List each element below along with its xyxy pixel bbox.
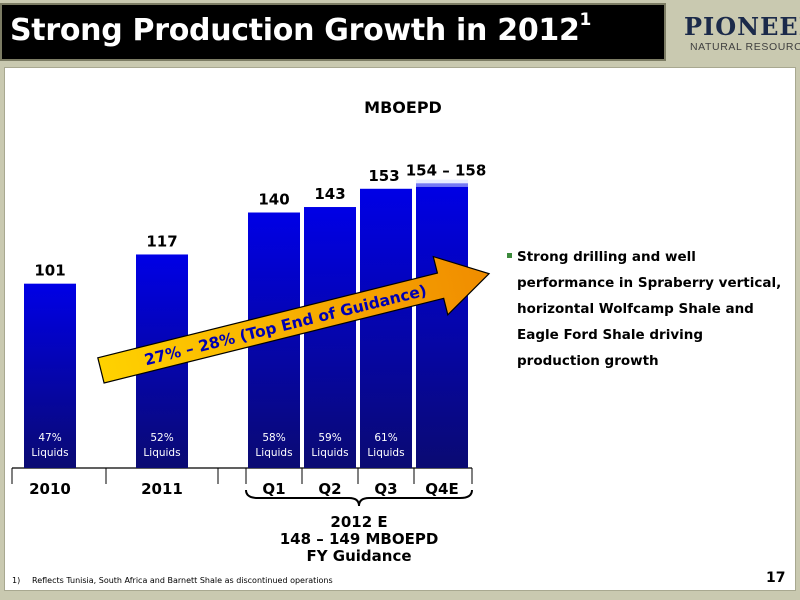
footnote: 1) Reflects Tunisia, South Africa and Bar…: [12, 576, 333, 585]
value-label-q3: 153: [368, 167, 399, 185]
logo-subtitle: NATURAL RESOURCES: [690, 41, 800, 53]
footnote-text: Reflects Tunisia, South Africa and Barne…: [32, 576, 333, 585]
range-band-q4e: [416, 179, 468, 187]
key-point-text: Strong drilling and well performance in …: [517, 249, 782, 369]
key-point: Strong drilling and well performance in …: [507, 244, 782, 374]
page-number: 17: [766, 570, 786, 586]
footnote-number: 1): [12, 576, 21, 585]
category-label-q2: Q2: [318, 480, 341, 498]
chart-title: MBOEPD: [364, 98, 442, 117]
bar-q3: [360, 188, 412, 468]
slide-title: Strong Production Growth in 20121: [10, 10, 592, 48]
category-label-q4e: Q4E: [425, 480, 458, 498]
title-bar: Strong Production Growth in 20121: [0, 3, 666, 61]
guidance-label-line-2: 148 – 149 MBOEPD: [280, 530, 439, 548]
bar-2010: [24, 283, 76, 468]
growth-arrow-shape: [97, 255, 491, 384]
bullet-marker-icon: [507, 253, 512, 258]
guidance-brace: [245, 489, 473, 507]
value-label-q2: 143: [314, 185, 345, 203]
bar-q4e: [416, 183, 468, 469]
liquids-label-2010: Liquids: [31, 447, 68, 459]
guidance-label-line-1: 2012 E: [330, 513, 387, 531]
value-label-q4e: 154 – 158: [406, 161, 487, 179]
company-logo: PIONEER NATURAL RESOURCES: [676, 4, 800, 58]
bar-q2: [304, 207, 356, 468]
liquids-label-q3: Liquids: [367, 447, 404, 459]
logo-name: PIONEER: [684, 12, 800, 41]
liquids-percent-q3: 61%: [374, 432, 397, 444]
guidance-label-line-3: FY Guidance: [306, 547, 411, 565]
liquids-label-q2: Liquids: [311, 447, 348, 459]
title-footnote-marker: 1: [579, 10, 592, 30]
liquids-label-2011: Liquids: [143, 447, 180, 459]
category-label-q3: Q3: [374, 480, 397, 498]
liquids-percent-2010: 47%: [38, 432, 61, 444]
category-label-2011: 2011: [141, 480, 183, 498]
liquids-percent-2011: 52%: [150, 432, 173, 444]
category-label-q1: Q1: [262, 480, 285, 498]
liquids-percent-q2: 59%: [318, 432, 341, 444]
value-label-2011: 117: [146, 232, 177, 250]
liquids-label-q1: Liquids: [255, 447, 292, 459]
value-label-2010: 101: [34, 262, 65, 280]
value-label-q1: 140: [258, 191, 289, 209]
liquids-percent-q1: 58%: [262, 432, 285, 444]
category-label-2010: 2010: [29, 480, 71, 498]
